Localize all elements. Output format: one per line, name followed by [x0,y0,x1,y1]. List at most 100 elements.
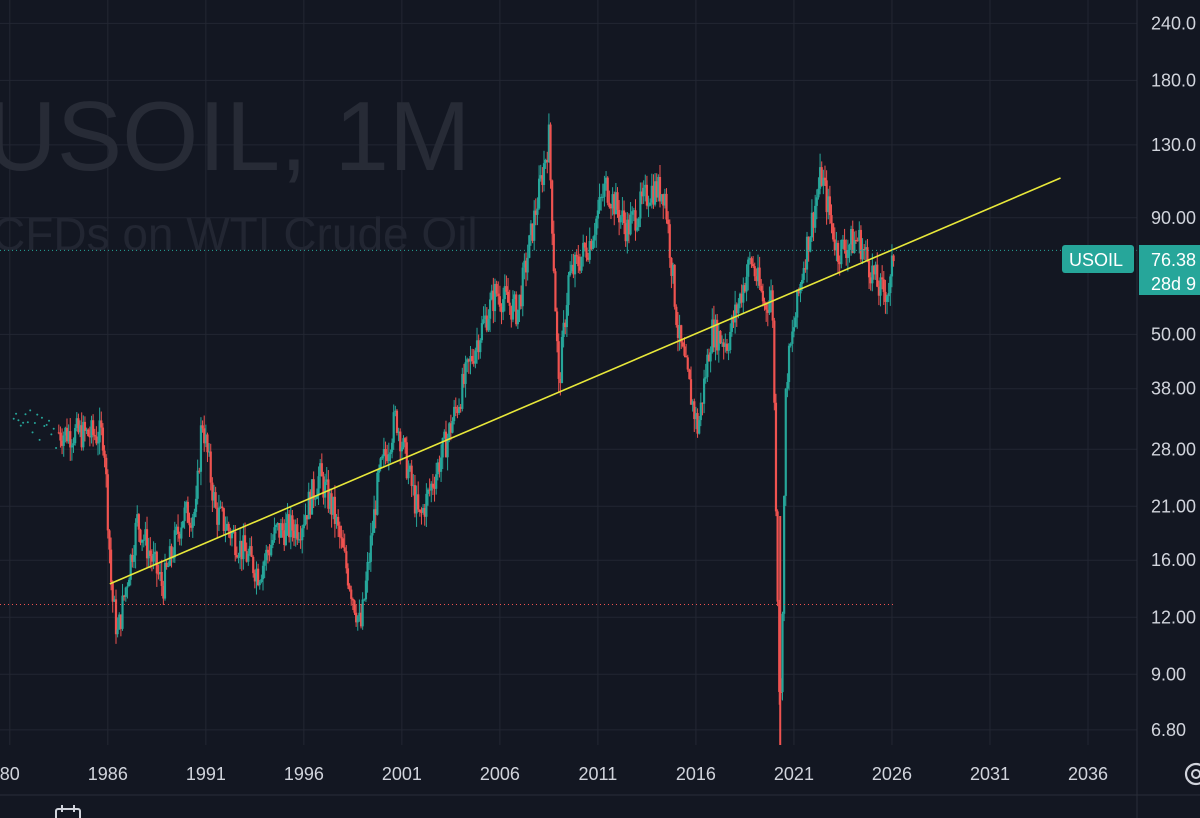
candle-body-193 [372,509,376,533]
candle-body-429 [758,267,761,286]
x-tick-label-9: 2026 [872,764,912,784]
candle-body-249 [464,362,467,384]
candle-body-22 [93,434,96,437]
candle-body-477 [836,242,840,262]
candle-body-458 [805,236,809,270]
candle-body-391 [696,413,699,434]
candle-body-160 [319,463,322,477]
candle-body-97 [216,507,219,525]
candle-body-421 [745,276,748,292]
candle-body-117 [248,546,252,554]
candle-body-112 [240,540,243,560]
candle-body-180 [351,598,354,601]
candle-body-366 [655,181,658,198]
early-point [19,424,22,427]
candle-body-209 [399,431,402,452]
candle-body-29 [105,457,108,475]
candle-body-196 [377,468,381,473]
candle-body-116 [247,553,250,562]
candle-body-99 [219,506,222,508]
y-tick-label-1: 180.0 [1151,70,1196,90]
x-tick-label-6: 2011 [579,764,618,784]
candle-body-388 [691,401,694,405]
candle-body-213 [405,442,408,479]
candle-body-102 [224,530,227,532]
candle-body-439 [774,402,778,512]
candle-body-392 [698,420,701,434]
time-axis[interactable]: 80 1986 1991 1996 2001 2006 2011 2016 2021 2026 20… [0,764,1108,784]
candle-body-327 [591,240,595,249]
candle-body-370 [662,194,665,206]
candle-body-204 [390,442,394,453]
candle-body-100 [221,506,224,509]
x-tick-label-7: 2016 [676,764,716,784]
candle-body-41 [124,587,127,597]
candle-body-270 [498,296,501,307]
candle-body-450 [792,327,796,332]
candle-body-87 [199,425,203,472]
candle-body-470 [825,180,828,213]
candle-body-453 [797,289,800,294]
candle-body-129 [268,552,271,556]
candle-body-79 [186,501,189,523]
candle-body-271 [500,306,503,313]
candle-body-174 [341,538,345,548]
candle-body-55 [147,550,150,559]
candle-body-433 [765,303,768,310]
candle-body-240 [449,423,452,433]
candle-body-80 [188,522,191,526]
candle-body-448 [789,343,792,346]
candle-body-291 [533,210,536,241]
candle-body-332 [600,196,603,198]
candle-body-480 [841,239,845,241]
candle-body-344 [619,216,622,223]
early-point [48,419,51,422]
candle-body-206 [394,410,397,413]
y-tick-label-3: 90.00 [1151,208,1196,228]
candle-body-170 [335,516,338,524]
candle-body-165 [327,479,330,509]
candle-body-50 [139,529,142,543]
x-tick-label-1: 1986 [88,764,128,784]
y-tick-label-5: 38.00 [1151,379,1196,399]
candle-body-294 [537,178,541,209]
candle-body-422 [747,259,750,277]
candle-body-488 [854,239,858,241]
candle-body-479 [840,240,843,265]
candle-body-460 [809,237,812,252]
candle-body-188 [364,580,368,600]
candle-body-107 [232,531,235,533]
candle-body-13 [78,425,82,433]
settings-gear-icon[interactable] [1184,762,1200,786]
candle-body-57 [150,556,154,562]
candle-body-428 [756,267,760,282]
candle-body-351 [631,211,634,215]
candle-body-11 [75,418,78,429]
candle-body-202 [387,454,390,462]
chart-overlays [0,177,1137,605]
candle-body-106 [230,532,234,539]
candle-body-96 [214,492,217,508]
candle-body-49 [137,514,140,530]
candle-body-166 [328,493,332,509]
candle-body-499 [872,265,876,275]
candle-body-405 [719,330,722,344]
candle-body-6 [67,431,70,442]
candle-body-256 [475,340,479,351]
candle-body-364 [652,185,655,205]
calendar-icon[interactable] [55,805,81,818]
early-point [43,424,46,427]
candle-body-378 [675,306,678,325]
candle-body-407 [722,342,725,347]
candle-body-509 [889,276,892,294]
price-badge-price: 76.38 [1151,250,1196,270]
candle-body-369 [660,194,663,202]
candle-body-228 [430,483,433,491]
candle-body-503 [879,277,882,296]
candle-body-304 [554,271,557,312]
candle-body-396 [704,377,707,379]
candle-body-268 [495,283,498,294]
candle-body-147 [297,539,301,541]
